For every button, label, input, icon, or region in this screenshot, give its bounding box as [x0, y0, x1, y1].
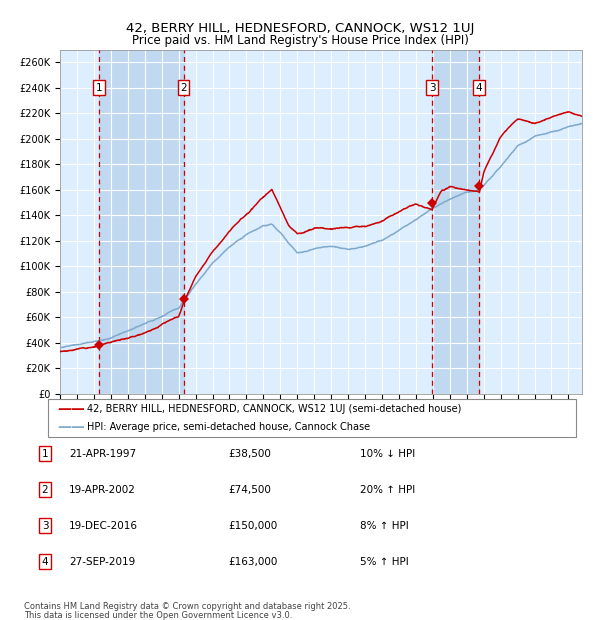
Text: 20% ↑ HPI: 20% ↑ HPI — [360, 485, 415, 495]
Text: 2: 2 — [41, 485, 49, 495]
Text: £74,500: £74,500 — [228, 485, 271, 495]
Bar — [99, 50, 184, 394]
Text: 42, BERRY HILL, HEDNESFORD, CANNOCK, WS12 1UJ: 42, BERRY HILL, HEDNESFORD, CANNOCK, WS1… — [126, 22, 474, 35]
Text: Contains HM Land Registry data © Crown copyright and database right 2025.: Contains HM Land Registry data © Crown c… — [24, 602, 350, 611]
Text: 4: 4 — [475, 83, 482, 93]
Text: 1: 1 — [41, 449, 49, 459]
Text: £150,000: £150,000 — [228, 521, 277, 531]
Text: 8% ↑ HPI: 8% ↑ HPI — [360, 521, 409, 531]
Text: 19-DEC-2016: 19-DEC-2016 — [69, 521, 138, 531]
Text: 27-SEP-2019: 27-SEP-2019 — [69, 557, 135, 567]
Text: ——: —— — [57, 402, 85, 417]
Text: £38,500: £38,500 — [228, 449, 271, 459]
Text: ——: —— — [57, 420, 85, 435]
Text: Price paid vs. HM Land Registry's House Price Index (HPI): Price paid vs. HM Land Registry's House … — [131, 34, 469, 47]
Text: 42, BERRY HILL, HEDNESFORD, CANNOCK, WS12 1UJ (semi-detached house): 42, BERRY HILL, HEDNESFORD, CANNOCK, WS1… — [87, 404, 461, 414]
Text: 1: 1 — [95, 83, 102, 93]
Text: 10% ↓ HPI: 10% ↓ HPI — [360, 449, 415, 459]
Text: This data is licensed under the Open Government Licence v3.0.: This data is licensed under the Open Gov… — [24, 611, 292, 619]
Bar — [432, 50, 479, 394]
Text: 4: 4 — [41, 557, 49, 567]
Text: £163,000: £163,000 — [228, 557, 277, 567]
Text: 5% ↑ HPI: 5% ↑ HPI — [360, 557, 409, 567]
Text: 3: 3 — [429, 83, 436, 93]
Text: 21-APR-1997: 21-APR-1997 — [69, 449, 136, 459]
Text: 19-APR-2002: 19-APR-2002 — [69, 485, 136, 495]
Text: HPI: Average price, semi-detached house, Cannock Chase: HPI: Average price, semi-detached house,… — [87, 422, 370, 433]
Text: 3: 3 — [41, 521, 49, 531]
Text: 2: 2 — [180, 83, 187, 93]
